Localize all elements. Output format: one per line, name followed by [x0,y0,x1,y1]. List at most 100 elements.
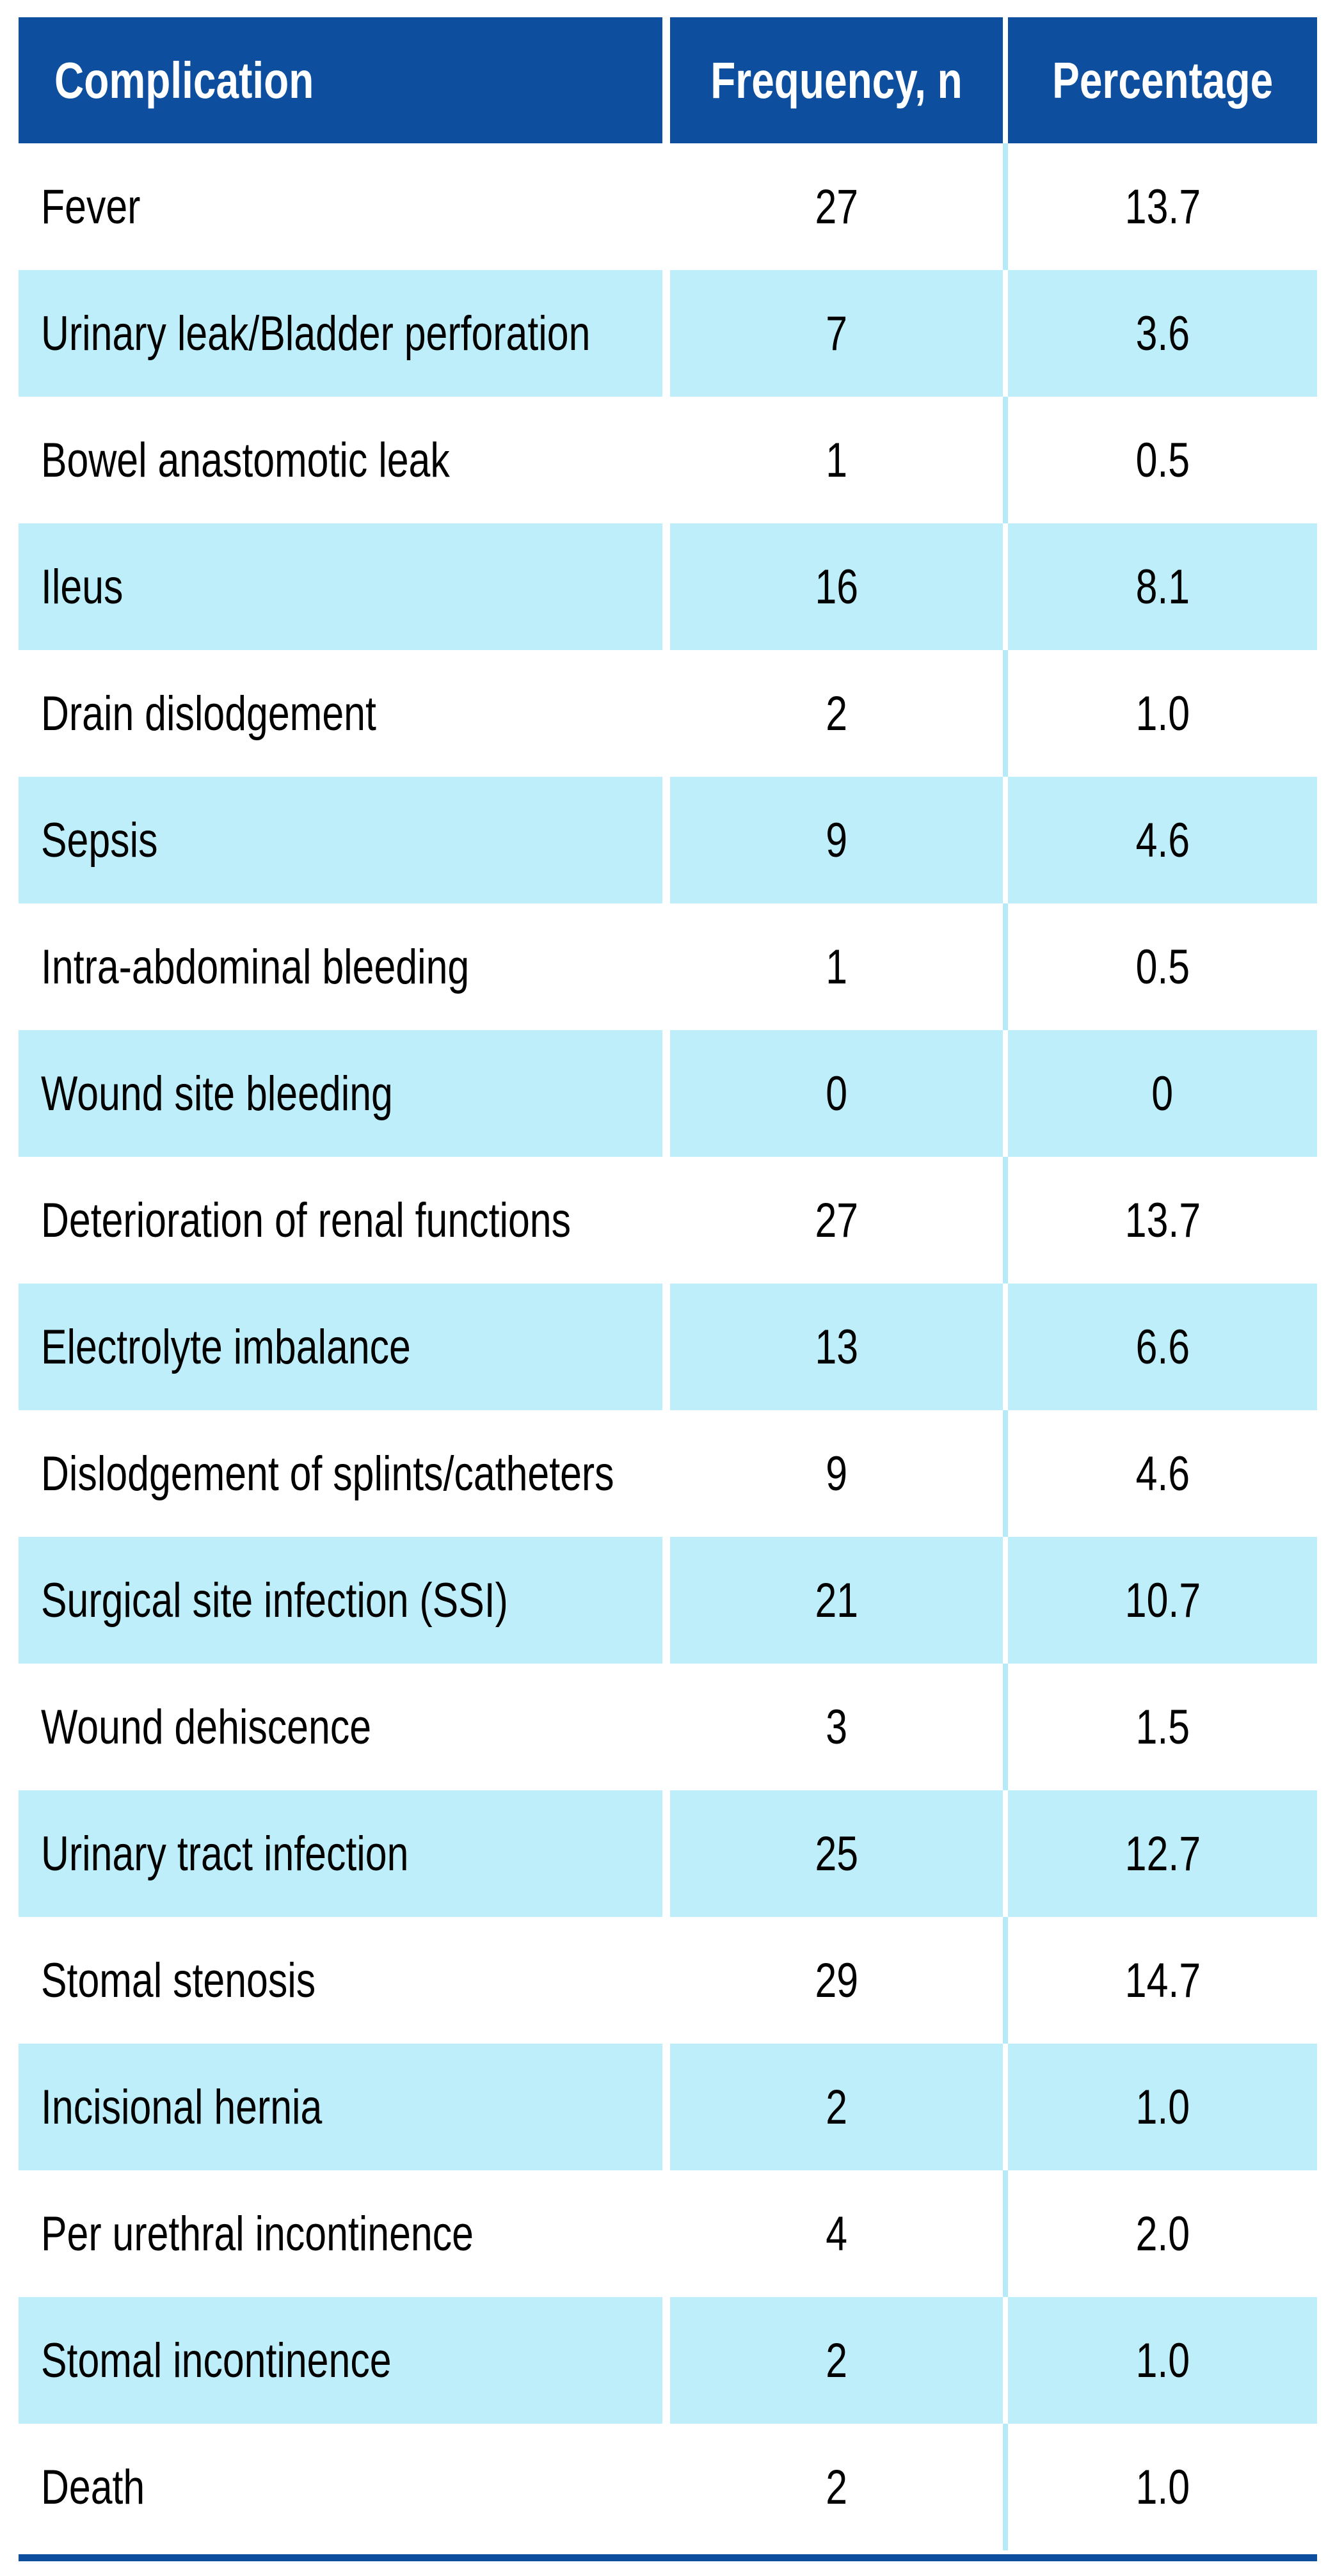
table-row: Incisional hernia 2 1.0 [19,2044,1317,2170]
complication-cell: Intra-abdominal bleeding [19,903,670,1030]
percentage-cell: 8.1 [1008,523,1317,650]
col-header-complication: Complication [19,17,670,143]
table-row: Stomal stenosis 29 14.7 [19,1917,1317,2044]
frequency-cell: 16 [670,523,1008,650]
percentage-cell-text: 1.0 [1135,2460,1190,2515]
table-body: Fever 27 13.7 Urinary leak/Bladder perforat… [19,143,1317,2550]
frequency-cell: 13 [670,1284,1008,1410]
complication-cell-text: Stomal stenosis [41,1953,316,2008]
col-header-frequency-label: Frequency, n [710,51,963,109]
header-row: Complication Frequency, n Percentage [19,17,1317,143]
percentage-cell-text: 2.0 [1135,2206,1190,2261]
percentage-cell-text: 1.5 [1135,1699,1190,1754]
complication-cell: Bowel anastomotic leak [19,397,670,523]
table-row: Stomal incontinence 2 1.0 [19,2297,1317,2424]
frequency-cell-text: 13 [815,1319,858,1374]
complication-cell: Deterioration of renal functions [19,1157,670,1284]
table-row: Urinary leak/Bladder perforation 7 3.6 [19,270,1317,397]
frequency-cell-text: 3 [826,1699,847,1754]
complication-cell-text: Stomal incontinence [41,2333,392,2388]
complication-cell: Fever [19,143,670,270]
frequency-cell: 7 [670,270,1008,397]
percentage-cell: 1.0 [1008,650,1317,777]
complication-cell-text: Dislodgement of splints/catheters [41,1446,614,1501]
percentage-cell: 4.6 [1008,1410,1317,1537]
complication-cell-text: Urinary tract infection [41,1826,409,1881]
complication-cell-text: Surgical site infection (SSI) [41,1573,508,1628]
col-header-percentage-label: Percentage [1051,51,1274,109]
percentage-cell: 14.7 [1008,1917,1317,2044]
complication-cell-text: Electrolyte imbalance [41,1319,411,1374]
percentage-cell-text: 8.1 [1135,559,1190,614]
frequency-cell-text: 16 [815,559,858,614]
complication-cell: Urinary leak/Bladder perforation [19,270,670,397]
complication-cell-text: Sepsis [41,813,158,868]
complication-cell: Stomal incontinence [19,2297,670,2424]
frequency-cell: 27 [670,143,1008,270]
complication-cell: Incisional hernia [19,2044,670,2170]
frequency-cell: 29 [670,1917,1008,2044]
table-row: Wound site bleeding 0 0 [19,1030,1317,1157]
frequency-cell-text: 1 [826,939,847,994]
percentage-cell: 13.7 [1008,1157,1317,1284]
percentage-cell-text: 4.6 [1135,1446,1190,1501]
percentage-cell: 12.7 [1008,1790,1317,1917]
percentage-cell: 10.7 [1008,1537,1317,1664]
percentage-cell-text: 1.0 [1135,2333,1190,2388]
complication-cell: Drain dislodgement [19,650,670,777]
table-row: Ileus 16 8.1 [19,523,1317,650]
table-row: Urinary tract infection 25 12.7 [19,1790,1317,1917]
table-row: Surgical site infection (SSI) 21 10.7 [19,1537,1317,1664]
frequency-cell: 9 [670,777,1008,903]
complication-cell: Electrolyte imbalance [19,1284,670,1410]
table-row: Intra-abdominal bleeding 1 0.5 [19,903,1317,1030]
frequency-cell-text: 27 [815,179,858,234]
frequency-cell-text: 25 [815,1826,858,1881]
complication-cell: Stomal stenosis [19,1917,670,2044]
table-row: Wound dehiscence 3 1.5 [19,1664,1317,1790]
frequency-cell: 2 [670,650,1008,777]
frequency-cell-text: 29 [815,1953,858,2008]
frequency-cell-text: 4 [826,2206,847,2261]
frequency-cell: 27 [670,1157,1008,1284]
frequency-cell-text: 2 [826,2333,847,2388]
complication-cell: Surgical site infection (SSI) [19,1537,670,1664]
percentage-cell: 0 [1008,1030,1317,1157]
percentage-cell-text: 0.5 [1135,433,1190,488]
frequency-cell: 21 [670,1537,1008,1664]
col-header-complication-label: Complication [54,51,314,109]
complication-cell: Dislodgement of splints/catheters [19,1410,670,1537]
percentage-cell-text: 4.6 [1135,813,1190,868]
complication-cell-text: Intra-abdominal bleeding [41,939,470,994]
percentage-cell-text: 13.7 [1124,1193,1201,1248]
complication-cell-text: Incisional hernia [41,2079,323,2135]
percentage-cell: 1.5 [1008,1664,1317,1790]
complication-cell: Wound site bleeding [19,1030,670,1157]
percentage-cell: 6.6 [1008,1284,1317,1410]
percentage-cell: 1.0 [1008,2424,1317,2550]
frequency-cell-text: 9 [826,1446,847,1501]
percentage-cell: 3.6 [1008,270,1317,397]
complication-cell: Per urethral incontinence [19,2170,670,2297]
frequency-cell: 3 [670,1664,1008,1790]
frequency-cell: 2 [670,2044,1008,2170]
table-row: Deterioration of renal functions 27 13.7 [19,1157,1317,1284]
frequency-cell-text: 1 [826,433,847,488]
complications-table: Complication Frequency, n Percentage Fev… [19,17,1317,2550]
table-row: Sepsis 9 4.6 [19,777,1317,903]
complication-cell-text: Fever [41,179,141,234]
frequency-cell-text: 9 [826,813,847,868]
table-row: Death 2 1.0 [19,2424,1317,2550]
frequency-cell: 9 [670,1410,1008,1537]
percentage-cell-text: 0 [1151,1066,1174,1121]
frequency-cell-text: 21 [815,1573,858,1628]
complication-cell-text: Deterioration of renal functions [41,1193,572,1248]
percentage-cell-text: 6.6 [1135,1319,1190,1374]
frequency-cell-text: 2 [826,2460,847,2515]
percentage-cell-text: 12.7 [1124,1826,1201,1881]
percentage-cell-text: 1.0 [1135,2079,1190,2135]
table-row: Drain dislodgement 2 1.0 [19,650,1317,777]
percentage-cell-text: 0.5 [1135,939,1190,994]
percentage-cell: 1.0 [1008,2044,1317,2170]
